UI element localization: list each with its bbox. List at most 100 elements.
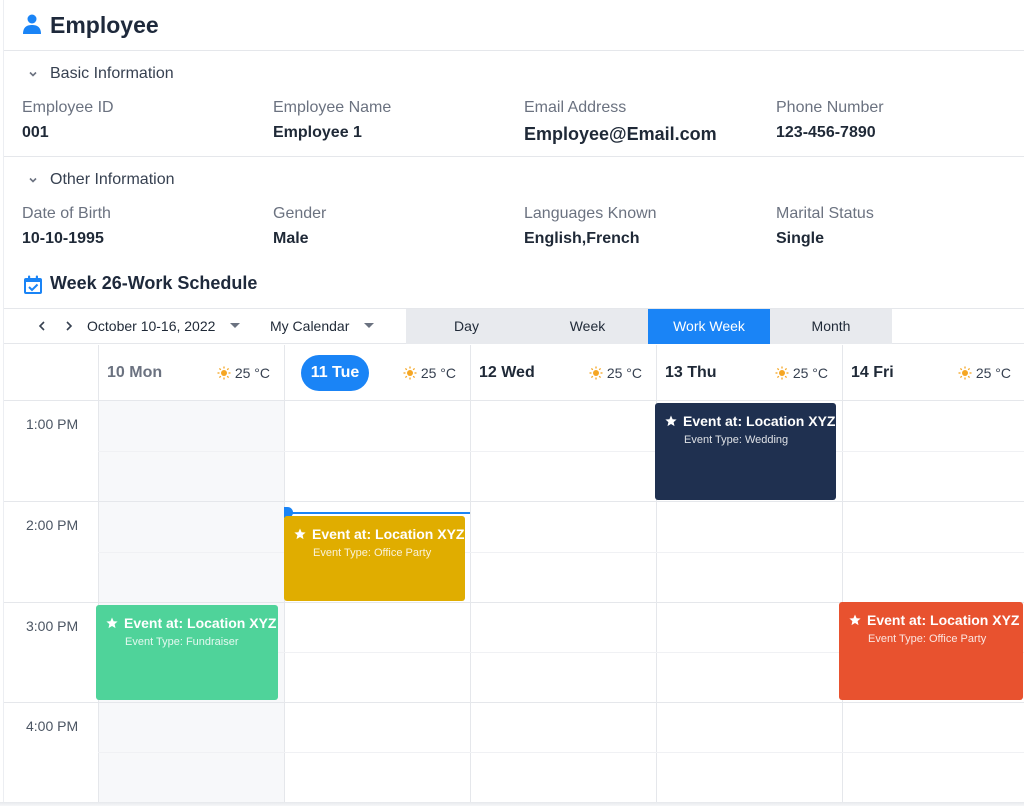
event-title: Event at: Location XYZ	[683, 413, 836, 429]
sun-icon	[403, 366, 417, 380]
basic-info-label: Basic Information	[50, 65, 174, 82]
sun-icon	[958, 366, 972, 380]
panel-shadow	[0, 802, 1024, 806]
page-title: Employee	[50, 12, 159, 38]
field-phone: Phone Number 123-456-7890	[776, 99, 1016, 142]
calendar-toolbar: October 10-16, 2022 My Calendar Day Week…	[4, 308, 1024, 344]
section-divider	[4, 156, 1024, 157]
field-label: Employee ID	[22, 99, 114, 116]
page-header: Employee	[4, 0, 1024, 51]
field-label: Marital Status	[776, 205, 874, 222]
field-value: Male	[273, 230, 309, 247]
star-icon	[849, 614, 861, 626]
field-value: English,French	[524, 230, 640, 247]
day-header-tue[interactable]: 11 Tue 25 °C	[284, 345, 470, 401]
day-header-mon[interactable]: 10 Mon 25 °C	[98, 345, 284, 401]
star-icon	[294, 528, 306, 540]
employee-panel: Employee Basic Information Employee ID 0…	[3, 0, 1024, 802]
event-card-wedding[interactable]: Event at: Location XYZ Event Type: Weddi…	[655, 403, 836, 500]
weather: 25 °C	[958, 365, 1011, 381]
weather: 25 °C	[589, 365, 642, 381]
view-day-button[interactable]: Day	[454, 318, 479, 334]
field-value: Employee@Email.com	[524, 124, 717, 144]
view-work-week-button[interactable]: Work Week	[648, 309, 770, 344]
weather-temp: 25 °C	[792, 365, 828, 381]
half-hour-line	[98, 552, 1024, 553]
time-label: 2:00 PM	[26, 517, 79, 533]
hour-line	[4, 501, 1024, 502]
day-label: 14 Fri	[851, 364, 894, 381]
field-employee-name: Employee Name Employee 1	[273, 99, 513, 142]
half-hour-line	[98, 652, 1024, 653]
field-value: 10-10-1995	[22, 230, 104, 247]
field-label: Languages Known	[524, 205, 657, 222]
chevron-left-icon[interactable]	[34, 318, 50, 334]
day-column-wed[interactable]	[470, 401, 656, 802]
event-title: Event at: Location XYZ	[124, 615, 277, 631]
day-header-wed[interactable]: 12 Wed 25 °C	[470, 345, 656, 401]
weather-temp: 25 °C	[606, 365, 642, 381]
event-type: Event Type: Office Party	[313, 547, 432, 559]
schedule-header: Week 26-Work Schedule	[4, 270, 1024, 300]
day-header-thu[interactable]: 13 Thu 25 °C	[656, 345, 842, 401]
hour-line	[4, 602, 1024, 603]
person-icon	[23, 14, 41, 34]
caret-down-icon[interactable]	[230, 323, 240, 328]
sun-icon	[217, 366, 231, 380]
caret-down-icon[interactable]	[364, 323, 374, 328]
field-label: Gender	[273, 205, 327, 222]
chevron-right-icon[interactable]	[61, 318, 77, 334]
event-card-office-party-fri[interactable]: Event at: Location XYZ Event Type: Offic…	[839, 602, 1023, 700]
field-marital-status: Marital Status Single	[776, 205, 1016, 248]
weather: 25 °C	[403, 365, 456, 381]
current-time-line	[284, 512, 470, 514]
basic-info-toggle[interactable]: Basic Information	[4, 63, 1024, 87]
event-type: Event Type: Fundraiser	[125, 636, 239, 648]
calendar-check-icon	[24, 275, 42, 294]
weather-temp: 25 °C	[420, 365, 456, 381]
other-info-toggle[interactable]: Other Information	[4, 169, 1024, 193]
field-value: Employee 1	[273, 124, 362, 141]
event-card-fundraiser[interactable]: Event at: Location XYZ Event Type: Fundr…	[96, 605, 278, 700]
sun-icon	[589, 366, 603, 380]
chevron-down-icon	[29, 177, 37, 183]
time-label: 4:00 PM	[26, 718, 79, 734]
field-value: 001	[22, 124, 49, 141]
time-label: 1:00 PM	[26, 416, 79, 432]
field-email: Email Address Employee@Email.com	[524, 99, 764, 145]
field-languages: Languages Known English,French	[524, 205, 764, 248]
field-employee-id: Employee ID 001	[22, 99, 262, 142]
half-hour-line	[98, 451, 1024, 452]
weather-temp: 25 °C	[975, 365, 1011, 381]
calendar-select[interactable]: My Calendar	[270, 318, 350, 334]
view-month-button[interactable]: Month	[811, 318, 851, 334]
field-value: Single	[776, 230, 825, 247]
star-icon	[665, 415, 677, 427]
date-range-picker[interactable]: October 10-16, 2022	[87, 318, 216, 334]
view-week-button[interactable]: Week	[569, 318, 606, 334]
field-value: 123-456-7890	[776, 124, 876, 141]
day-column-tue[interactable]	[284, 401, 470, 802]
field-dob: Date of Birth 10-10-1995	[22, 205, 262, 248]
sun-icon	[775, 366, 789, 380]
time-label: 3:00 PM	[26, 618, 79, 634]
event-card-office-party[interactable]: Event at: Location XYZ Event Type: Offic…	[284, 516, 465, 601]
day-header-fri[interactable]: 14 Fri 25 °C	[842, 345, 1024, 401]
day-column-thu[interactable]	[656, 401, 842, 802]
other-info-label: Other Information	[50, 171, 175, 188]
day-label: 13 Thu	[665, 364, 717, 381]
time-gutter-header	[4, 345, 98, 401]
day-column-mon[interactable]	[98, 401, 284, 802]
day-label: 12 Wed	[479, 364, 535, 381]
day-column-fri[interactable]	[842, 401, 1024, 802]
current-time-marker	[284, 507, 293, 518]
weather: 25 °C	[775, 365, 828, 381]
view-switcher: Day Week Work Week Month	[406, 309, 892, 344]
event-title: Event at: Location XYZ	[312, 526, 465, 542]
star-icon	[106, 617, 118, 629]
field-label: Email Address	[524, 99, 627, 116]
weather-temp: 25 °C	[234, 365, 270, 381]
event-title: Event at: Location XYZ	[867, 612, 1020, 628]
weather: 25 °C	[217, 365, 270, 381]
schedule-title: Week 26-Work Schedule	[50, 273, 258, 293]
